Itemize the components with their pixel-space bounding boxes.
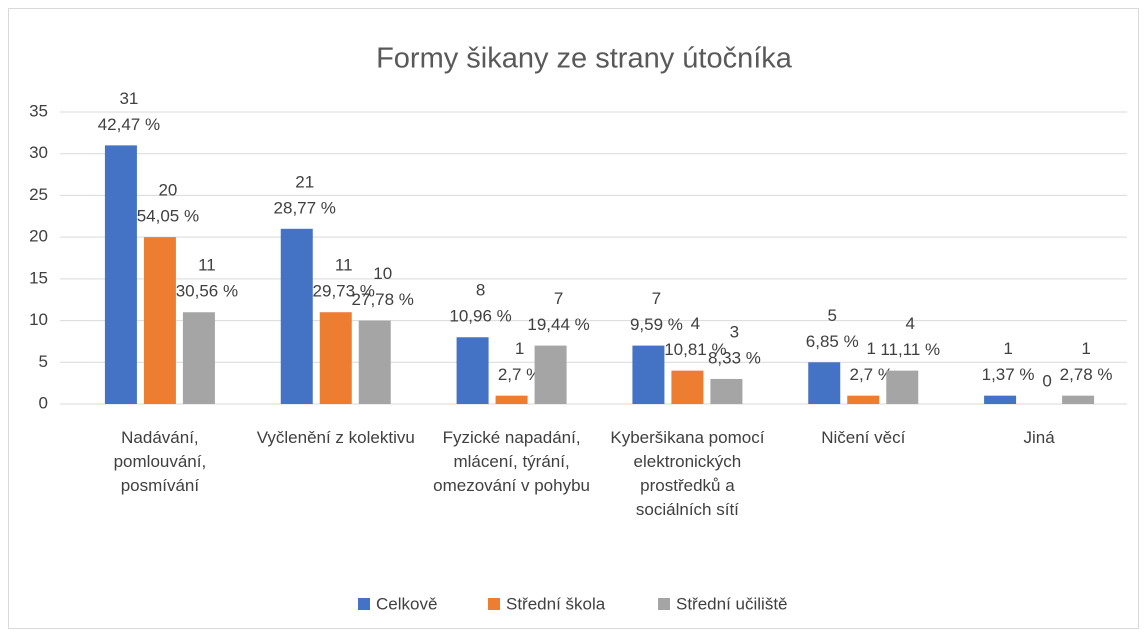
percentage-label: 28,77 % <box>274 198 336 217</box>
value-label: 4 <box>691 314 700 333</box>
value-label: 10 <box>373 264 392 283</box>
bar <box>358 320 391 404</box>
percentage-label: 2,7 % <box>498 365 541 384</box>
percentage-label: 30,56 % <box>176 282 238 301</box>
bar <box>984 395 1017 404</box>
bar <box>182 312 215 404</box>
value-label: 5 <box>828 306 837 325</box>
bar <box>632 345 665 404</box>
y-tick-label: 35 <box>29 101 48 120</box>
x-tick-label: Ničení věcí <box>821 428 906 447</box>
legend-swatch <box>488 598 500 610</box>
percentage-label: 10,96 % <box>449 307 511 326</box>
value-label: 0 <box>1042 371 1051 390</box>
percentage-label: 42,47 % <box>98 115 160 134</box>
x-tick-label: Fyzické napadání, mlácení, týrání, omezo… <box>433 428 591 495</box>
bar <box>456 337 489 404</box>
x-tick-label: Nadávání, pomlouvání, posmívání <box>113 428 207 495</box>
legend-label: Střední škola <box>506 594 606 613</box>
percentage-label: 11,11 % <box>880 340 940 359</box>
value-label: 11 <box>198 256 216 275</box>
value-label: 31 <box>119 89 138 108</box>
x-tick-label: Kyberšikana pomocí elektronických prostř… <box>610 428 765 519</box>
percentage-label: 6,85 % <box>806 332 859 351</box>
bar <box>280 228 313 404</box>
percentage-label: 10,81 % <box>664 340 726 359</box>
bar <box>104 145 137 404</box>
value-label: 4 <box>906 314 915 333</box>
value-label: 3 <box>730 322 739 341</box>
x-tick-label: Vyčlenění z kolektivu <box>256 428 415 447</box>
value-label: 21 <box>295 172 314 191</box>
value-label: 1 <box>1081 339 1090 358</box>
percentage-label: 19,44 % <box>527 315 589 334</box>
percentage-label: 2,78 % <box>1060 365 1113 384</box>
bar <box>808 362 841 404</box>
y-tick-label: 20 <box>29 227 48 246</box>
value-label: 20 <box>158 181 177 200</box>
percentage-label: 1,37 % <box>982 365 1035 384</box>
chart-title: Formy šikany ze strany útočníka <box>376 43 793 75</box>
percentage-label: 9,59 % <box>630 315 683 334</box>
percentage-label: 8,33 % <box>708 348 761 367</box>
value-label: 1 <box>1003 339 1012 358</box>
bar <box>671 370 704 404</box>
value-label: 7 <box>652 289 661 308</box>
legend-swatch <box>358 598 370 610</box>
value-label: 1 <box>515 339 524 358</box>
y-tick-label: 5 <box>39 352 48 371</box>
y-tick-label: 10 <box>29 310 48 329</box>
bar <box>1062 395 1095 404</box>
percentage-label: 29,73 % <box>313 282 375 301</box>
bar <box>710 378 743 404</box>
legend-swatch <box>658 598 670 610</box>
y-tick-label: 25 <box>29 185 48 204</box>
bar <box>847 395 880 404</box>
percentage-label: 2,7 % <box>850 365 893 384</box>
y-tick-label: 30 <box>29 143 48 162</box>
value-label: 7 <box>554 289 563 308</box>
bar <box>495 395 528 404</box>
value-label: 8 <box>476 281 485 300</box>
value-label: 1 <box>867 339 876 358</box>
bar <box>534 345 567 404</box>
legend-label: Střední učiliště <box>676 594 788 613</box>
legend-label: Celkově <box>376 594 437 613</box>
bar <box>319 312 352 404</box>
y-tick-label: 15 <box>29 268 48 287</box>
bar <box>143 237 176 404</box>
x-tick-label: Jiná <box>1023 428 1055 447</box>
percentage-label: 27,78 % <box>352 290 414 309</box>
bar <box>886 370 919 404</box>
percentage-label: 54,05 % <box>137 207 199 226</box>
value-label: 11 <box>335 256 353 275</box>
y-tick-label: 0 <box>39 393 48 412</box>
